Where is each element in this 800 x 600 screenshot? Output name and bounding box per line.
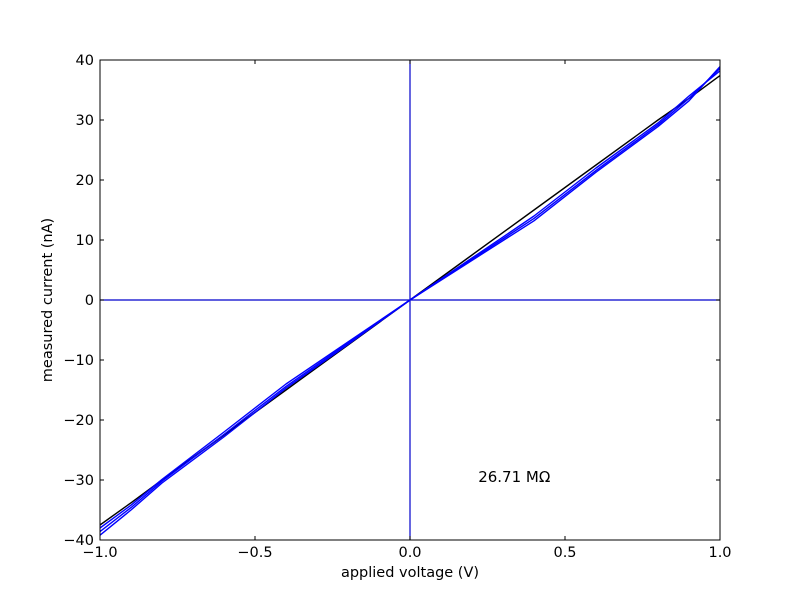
x-tick-label: −1.0 bbox=[82, 545, 117, 561]
x-axis-label: applied voltage (V) bbox=[341, 565, 479, 581]
y-tick-label: 20 bbox=[76, 173, 94, 189]
y-tick-label: 30 bbox=[76, 113, 94, 129]
series-layer bbox=[99, 66, 721, 536]
x-tick-label: 0.0 bbox=[398, 545, 421, 561]
series-line-4 bbox=[99, 66, 721, 536]
y-tick-label: −30 bbox=[63, 473, 94, 489]
x-tick-label: 0.5 bbox=[553, 545, 576, 561]
ticks-layer bbox=[99, 59, 721, 541]
y-tick-label: 0 bbox=[85, 293, 94, 309]
y-tick-label: −40 bbox=[63, 533, 94, 549]
y-tick-label: −10 bbox=[63, 353, 94, 369]
x-tick-label: −0.5 bbox=[237, 545, 272, 561]
y-axis-label: measured current (nA) bbox=[40, 218, 56, 382]
resistance-annotation: 26.71 MΩ bbox=[478, 468, 550, 486]
y-tick-labels: −40 −30 −20 −10 0 10 20 30 40 bbox=[63, 53, 94, 549]
y-tick-label: −20 bbox=[63, 413, 94, 429]
y-tick-label: 40 bbox=[76, 53, 94, 69]
x-tick-label: 1.0 bbox=[708, 545, 731, 561]
x-tick-labels: −1.0 −0.5 0.0 0.5 1.0 bbox=[82, 545, 731, 561]
y-tick-label: 10 bbox=[76, 233, 94, 249]
